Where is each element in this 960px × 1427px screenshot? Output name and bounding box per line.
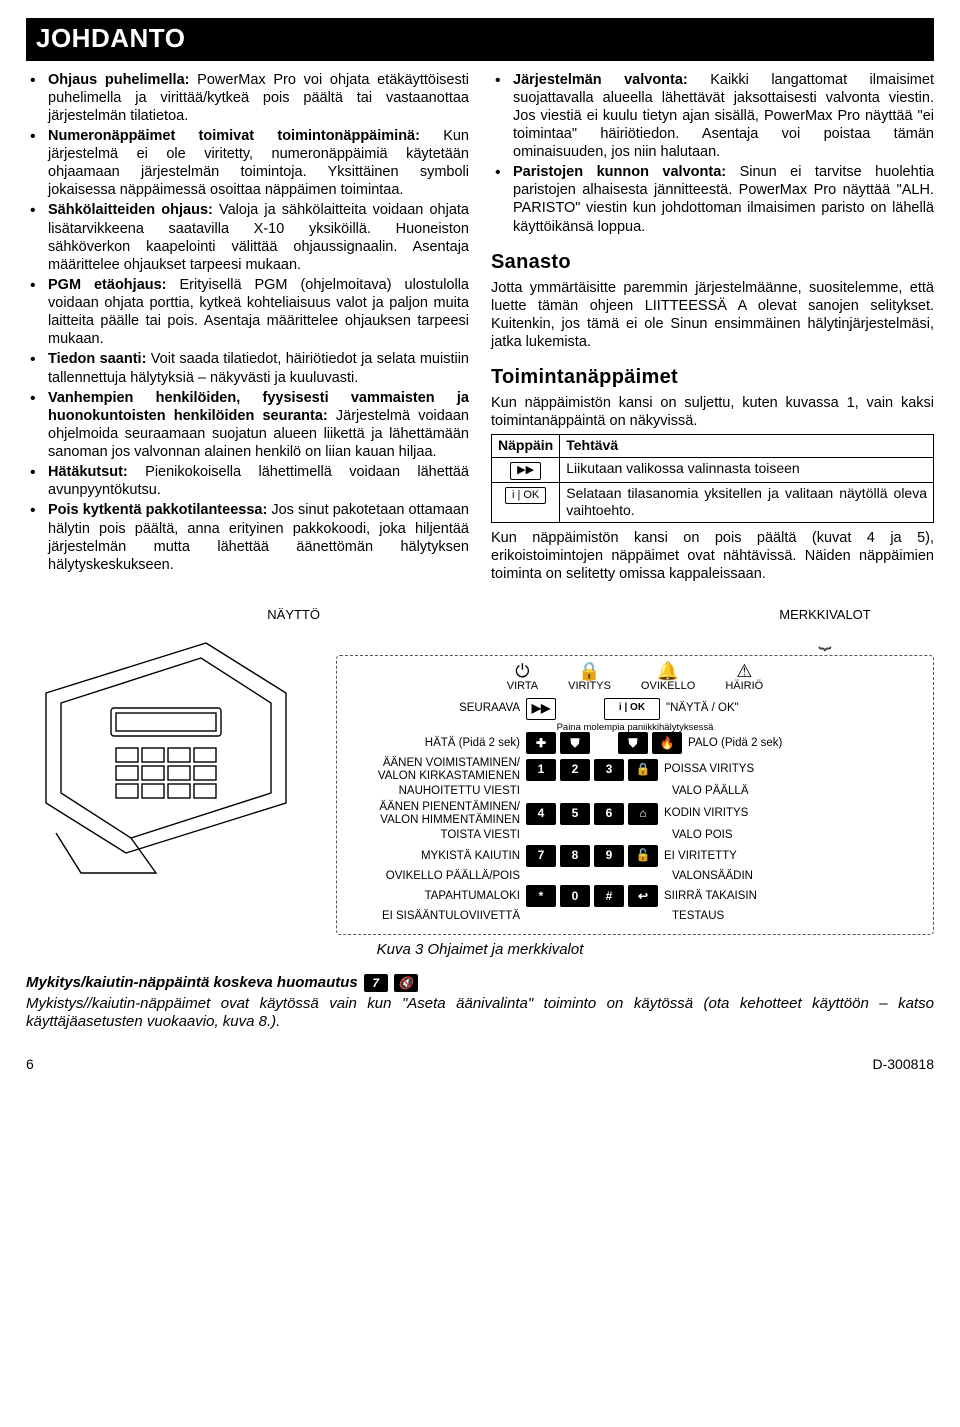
key-label-left: NAUHOITETTU VIESTI: [345, 785, 520, 798]
after-table-paragraph: Kun näppäimistön kansi on pois päältä (k…: [491, 529, 934, 583]
keypad-key: 1: [526, 759, 556, 781]
table-row-task: Liikutaan valikossa valinnasta toiseen: [560, 457, 934, 482]
section-heading-toiminta: Toimintanäppäimet: [491, 365, 934, 390]
key-label-right: VALO POIS: [672, 829, 782, 842]
keypad-key: 🔒: [628, 759, 658, 781]
keypad-key: 9: [594, 845, 624, 867]
key-label-right: TESTAUS: [672, 910, 782, 923]
label-nayta-ok: "NÄYTÄ / OK": [666, 702, 776, 715]
bullet-item: Paristojen kunnon valvonta: Sinun ei tar…: [491, 163, 934, 236]
keypad-key: 3: [594, 759, 624, 781]
note-body: Mykistys//kaiutin-näppäimet ovat käytöss…: [26, 995, 934, 1033]
key-label-left: OVIKELLO PÄÄLLÄ/POIS: [345, 870, 520, 883]
bullet-item: Pois kytkentä pakkotilanteessa: Jos sinu…: [26, 501, 469, 574]
keypad-key: 2: [560, 759, 590, 781]
mute-key-icon: 7: [364, 974, 388, 992]
panic-instruction: Paina molempia paniikkihälytyksessä: [345, 723, 925, 733]
ok-key-icon: i | OK: [505, 487, 546, 505]
figure-caption: Kuva 3 Ohjaimet ja merkkivalot: [26, 941, 934, 960]
keypad-key: 4: [526, 803, 556, 825]
key-label-right: VALONSÄÄDIN: [672, 870, 782, 883]
indicator-power: ⏻VIRTA: [507, 662, 538, 694]
keypad-key: 8: [560, 845, 590, 867]
keypad-key: 5: [560, 803, 590, 825]
shield-key: ⛊: [618, 732, 648, 754]
indicator-arm: 🔒VIRITYS: [568, 662, 611, 694]
note-heading: Mykitys/kaiutin-näppäintä koskeva huomau…: [26, 974, 418, 993]
keypad-key: #: [594, 885, 624, 907]
key-table: Näppäin Tehtävä ▶▶ Liikutaan valikossa v…: [491, 434, 934, 522]
next-key-icon: ▶▶: [510, 462, 541, 480]
keypad-key: 🔓: [628, 845, 658, 867]
page-number: 6: [26, 1056, 34, 1074]
next-key: ▶▶: [526, 698, 556, 720]
doc-id: D-300818: [873, 1056, 935, 1074]
fire-key: 🔥: [652, 732, 682, 754]
bullet-item: Sähkölaitteiden ohjaus: Valoja ja sähköl…: [26, 201, 469, 274]
table-head-key: Näppäin: [492, 435, 560, 458]
page-title: JOHDANTO: [26, 18, 934, 61]
bullet-item: Järjestelmän valvonta: Kaikki langattoma…: [491, 71, 934, 162]
label-seuraava: SEURAAVA: [345, 702, 520, 715]
keypad-key: ↩: [628, 885, 658, 907]
bullet-item: Tiedon saanti: Voit saada tilatiedot, hä…: [26, 350, 469, 386]
keypad-diagram: NÄYTTÖ: [26, 607, 934, 960]
keypad-key: 0: [560, 885, 590, 907]
key-label-right: POISSA VIRITYS: [664, 763, 774, 776]
table-row-icon: ▶▶: [492, 457, 560, 482]
shield-key: ⛊: [560, 732, 590, 754]
ok-key: i | OK: [604, 698, 660, 720]
speaker-key-icon: 🔇: [394, 974, 418, 992]
key-label-left: TAPAHTUMALOKI: [345, 890, 520, 903]
device-illustration: [26, 623, 316, 883]
key-label-left: ÄÄNEN PIENENTÄMINEN/ VALON HIMMENTÄMINEN: [345, 801, 520, 826]
keypad-key: 6: [594, 803, 624, 825]
display-label: NÄYTTÖ: [26, 607, 326, 623]
emergency-key: ✚: [526, 732, 556, 754]
bullet-item: Vanhempien henkilöiden, fyysisesti vamma…: [26, 389, 469, 462]
bullet-item: PGM etäohjaus: Erityisellä PGM (ohjelmoi…: [26, 276, 469, 349]
indicator-chime: 🔔OVIKELLO: [641, 662, 695, 694]
table-row-task: Selataan tilasanomia yksitellen ja valit…: [560, 482, 934, 522]
right-column: Järjestelmän valvonta: Kaikki langattoma…: [491, 71, 934, 584]
bullet-item: Ohjaus puhelimella: PowerMax Pro voi ohj…: [26, 71, 469, 125]
key-label-left: TOISTA VIESTI: [345, 829, 520, 842]
bullet-item: Hätäkutsut: Pienikokoisella lähettimellä…: [26, 463, 469, 499]
left-column: Ohjaus puhelimella: PowerMax Pro voi ohj…: [26, 71, 469, 584]
indicator-trouble: ⚠HÄIRIÖ: [725, 662, 763, 694]
bullet-item: Numeronäppäimet toimivat toimintonäppäim…: [26, 127, 469, 200]
sanasto-paragraph: Jotta ymmärtäisitte paremmin järjestelmä…: [491, 279, 934, 352]
key-label-right: SIIRRÄ TAKAISIN: [664, 890, 774, 903]
keypad-key: ⌂: [628, 803, 658, 825]
key-label-left: MYKISTÄ KAIUTIN: [345, 850, 520, 863]
key-label-right: EI VIRITETTY: [664, 850, 774, 863]
toiminta-intro: Kun näppäimistön kansi on suljettu, kute…: [491, 394, 934, 430]
key-label-right: KODIN VIRITYS: [664, 807, 774, 820]
section-heading-sanasto: Sanasto: [491, 250, 934, 275]
table-head-task: Tehtävä: [560, 435, 934, 458]
keypad-key: 7: [526, 845, 556, 867]
key-label-left: ÄÄNEN VOIMISTAMINEN/ VALON KIRKASTAMIENE…: [345, 757, 520, 782]
key-label-right: VALO PÄÄLLÄ: [672, 785, 782, 798]
label-hata: HÄTÄ (Pidä 2 sek): [345, 737, 520, 750]
key-label-left: EI SISÄÄNTULOVIIVETTÄ: [345, 910, 520, 923]
label-palo: PALO (Pidä 2 sek): [688, 737, 798, 750]
indicators-label: MERKKIVALOT ⏟: [716, 607, 934, 651]
keypad-key: *: [526, 885, 556, 907]
table-row-icon: i | OK: [492, 482, 560, 522]
